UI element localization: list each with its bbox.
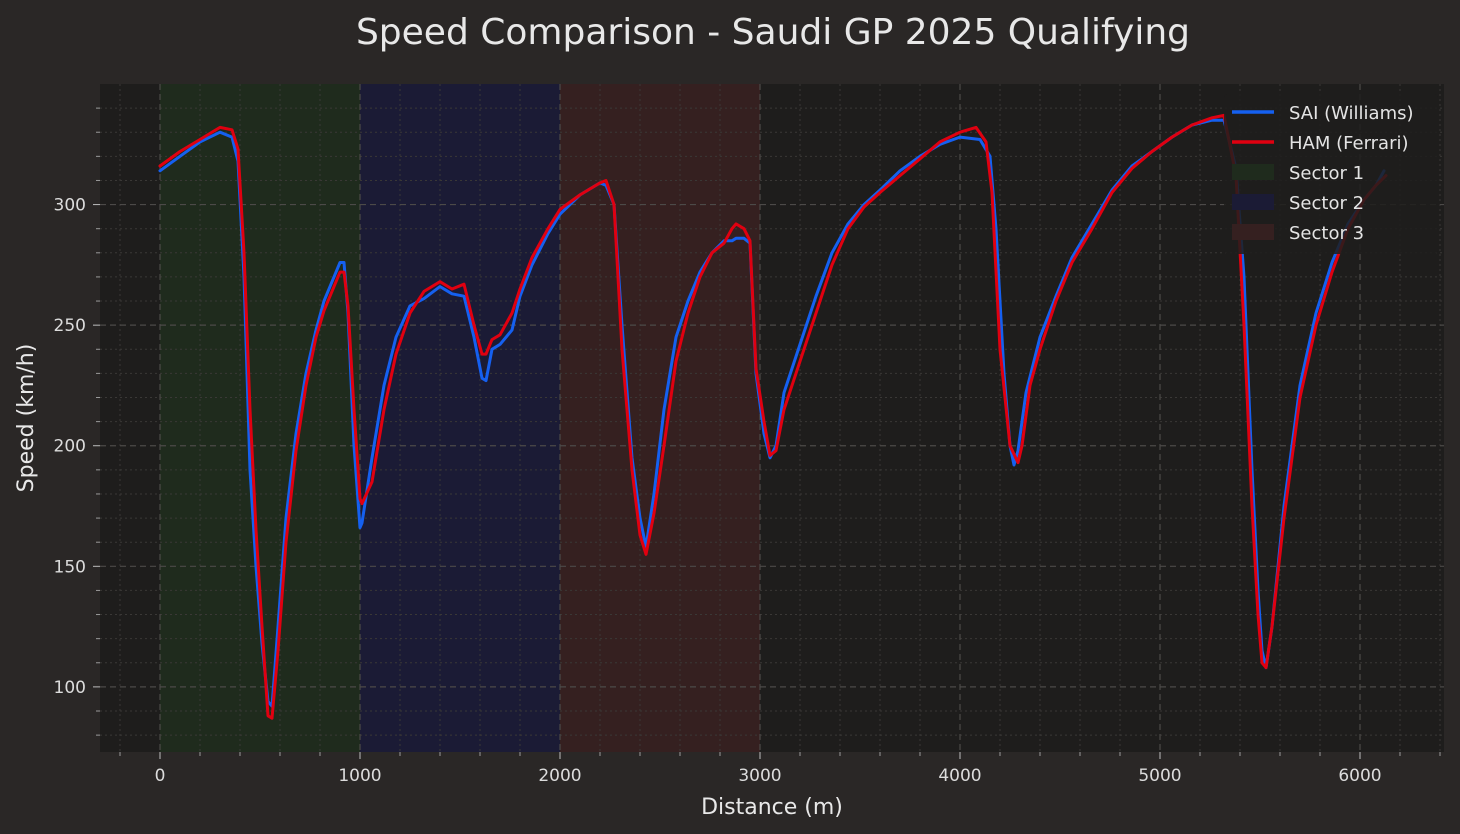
y-tick-label: 150 <box>54 557 86 577</box>
legend-label: Sector 2 <box>1289 193 1364 214</box>
x-tick-label: 5000 <box>1138 766 1181 786</box>
x-tick-label: 0 <box>155 766 166 786</box>
y-tick-label: 200 <box>54 437 86 457</box>
x-axis-label: Distance (m) <box>701 795 843 820</box>
legend-box <box>1224 94 1438 254</box>
y-tick-label: 100 <box>54 678 86 698</box>
x-tick-label: 1000 <box>338 766 381 786</box>
y-tick-label: 250 <box>54 316 86 336</box>
legend-patch-swatch <box>1232 224 1274 240</box>
x-tick-label: 6000 <box>1338 766 1381 786</box>
series-line-2 <box>158 113 1388 720</box>
x-tick-label: 4000 <box>938 766 981 786</box>
legend-label: Sector 3 <box>1289 223 1364 244</box>
legend-label: Sector 1 <box>1289 163 1364 184</box>
sector-bands <box>160 84 760 752</box>
axes: 0 1000 2000 3000 4000 5000 6000 100 150 200 250 300 <box>54 107 1441 786</box>
legend-label: HAM (Ferrari) <box>1289 133 1409 154</box>
sector-band-2 <box>360 84 560 752</box>
legend: SAI (Williams) HAM (Ferrari) Sector 1 Secto… <box>1224 94 1438 254</box>
legend-patch-swatch <box>1232 194 1274 210</box>
chart-title: Speed Comparison - Saudi GP 2025 Qualify… <box>356 12 1190 53</box>
x-tick-label: 2000 <box>538 766 581 786</box>
legend-label: SAI (Williams) <box>1289 103 1414 124</box>
y-tick-label: 300 <box>54 196 86 216</box>
x-tick-label: 3000 <box>738 766 781 786</box>
sector-band-1 <box>160 84 360 752</box>
sector-band-3 <box>560 84 760 752</box>
y-axis-label: Speed (km/h) <box>14 344 39 493</box>
legend-patch-swatch <box>1232 164 1274 180</box>
series-lines <box>158 113 1388 720</box>
